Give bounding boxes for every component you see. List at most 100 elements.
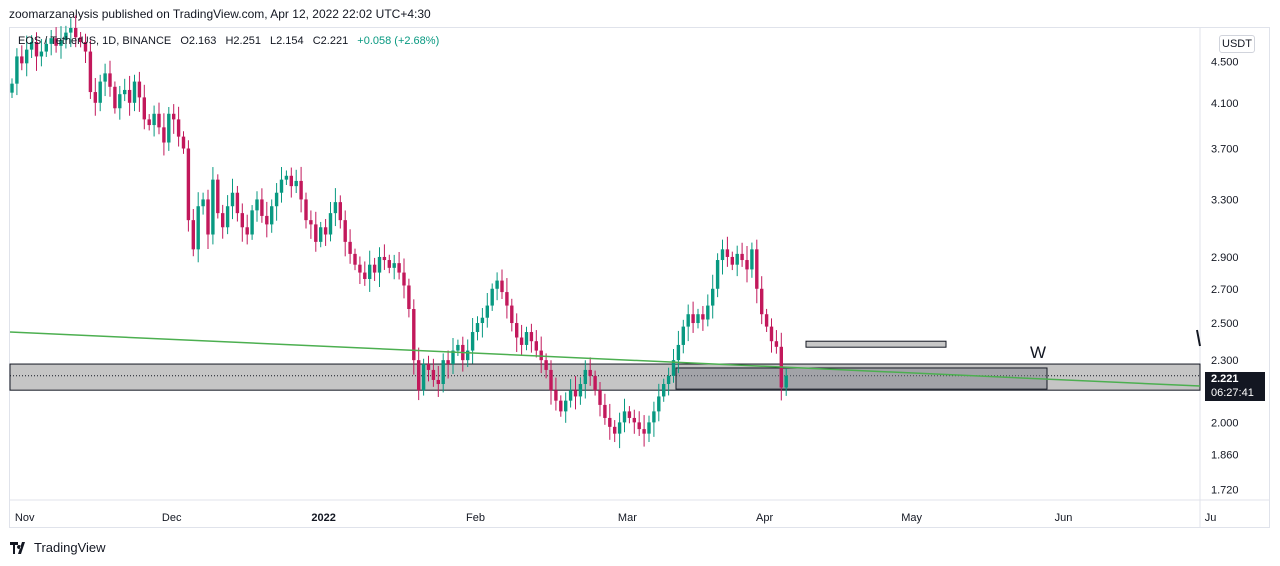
candle-body — [299, 180, 303, 200]
candle-body — [426, 364, 431, 370]
symbol-legend: EOS / TetherUS, 1D, BINANCE O2.163 H2.25… — [18, 35, 439, 47]
candle-body — [647, 422, 651, 434]
published-header: zoomarzanalysis published on TradingView… — [9, 7, 431, 21]
candle-body — [485, 305, 489, 318]
candle-body — [466, 350, 470, 361]
candle-body — [554, 390, 558, 401]
candle-body — [54, 38, 58, 46]
candle-body — [333, 202, 338, 214]
candle-body — [495, 280, 499, 289]
candle-body — [417, 360, 421, 391]
candle-body — [662, 384, 666, 397]
candle-body — [78, 37, 83, 42]
candle-body — [191, 220, 195, 250]
chart-frame — [9, 27, 1270, 528]
candle-body — [132, 81, 137, 103]
candle-body — [353, 253, 357, 265]
candle-body — [515, 323, 519, 338]
last-price-badge: 2.221 06:27:41 — [1205, 372, 1265, 401]
candle-body — [397, 263, 401, 273]
candle-body — [745, 260, 749, 270]
candle-body — [162, 127, 166, 143]
candle-body — [142, 97, 146, 120]
candle-body — [392, 263, 396, 268]
x-tick-label: Jun — [1055, 512, 1073, 524]
candle-body — [372, 264, 377, 273]
candle-body — [524, 332, 529, 345]
x-tick-label: Nov — [15, 512, 35, 524]
candle-body — [309, 220, 313, 225]
currency-selector[interactable]: USDT — [1219, 35, 1255, 53]
candle-body — [88, 51, 93, 93]
x-tick-label: Dec — [162, 512, 182, 524]
annotation-w-label: W — [1030, 343, 1046, 362]
ohlc-low: L2.154 — [270, 35, 304, 47]
tradingview-footer[interactable]: TradingView — [10, 540, 106, 555]
candle-body — [696, 314, 700, 324]
x-tick-label: May — [901, 512, 922, 524]
candle-body — [270, 206, 274, 225]
candle-body — [740, 253, 744, 261]
trendline — [9, 331, 1201, 387]
candle-body — [764, 314, 769, 327]
x-tick-label: Apr — [756, 512, 773, 524]
y-tick-label: 2.900 — [1211, 252, 1239, 264]
rectangle-box-2 — [805, 340, 947, 348]
candle-body — [760, 288, 764, 315]
candle-body — [338, 202, 342, 221]
symbol-name[interactable]: EOS / TetherUS, 1D, BINANCE — [18, 35, 172, 47]
candle-body — [363, 272, 367, 279]
candle-body — [676, 344, 681, 361]
candle-body — [294, 180, 298, 187]
candle-body — [59, 40, 63, 46]
candle-body — [64, 32, 68, 41]
candle-body — [573, 390, 578, 397]
candle-body — [613, 426, 617, 434]
y-tick-label: 4.500 — [1211, 56, 1239, 68]
last-price-value: 2.221 — [1211, 373, 1239, 385]
candle-body — [735, 253, 739, 265]
candle-body — [137, 81, 142, 98]
candle-body — [176, 119, 181, 137]
candle-body — [544, 360, 548, 370]
y-tick-label: 3.300 — [1211, 194, 1239, 206]
candle-body — [436, 379, 440, 385]
x-tick-label: Feb — [466, 512, 485, 524]
candle-body — [221, 213, 225, 228]
candle-body — [671, 360, 676, 376]
candle-body — [681, 326, 685, 345]
candle-body — [108, 73, 112, 87]
drawing-fragment — [1196, 329, 1201, 347]
candle-body — [196, 206, 200, 250]
ohlc-open: O2.163 — [180, 35, 217, 47]
candle-body — [245, 227, 249, 235]
candle-body — [69, 28, 73, 33]
x-tick-label: Mar — [618, 512, 637, 524]
candle-body — [368, 264, 372, 279]
candle-body — [39, 51, 44, 57]
candle-body — [637, 422, 641, 430]
candle-body — [421, 364, 426, 391]
candle-body — [564, 400, 568, 412]
y-tick-label: 2.000 — [1211, 417, 1239, 429]
candle-body — [260, 199, 264, 216]
candle-body — [216, 179, 220, 214]
candle-body — [588, 369, 592, 376]
candle-body — [578, 384, 583, 397]
candle-body — [29, 41, 34, 50]
candle-body — [549, 369, 553, 391]
candle-body — [539, 350, 543, 361]
candle-body — [402, 272, 406, 286]
candle-body — [608, 417, 612, 427]
candle-body — [441, 360, 445, 385]
candle-body — [211, 179, 215, 235]
candle-body — [328, 213, 333, 235]
candle-body — [725, 249, 730, 257]
candle-body — [603, 404, 607, 418]
candle-body — [470, 332, 475, 351]
candle-body — [103, 73, 107, 82]
candle-body — [774, 341, 779, 347]
candle-body — [20, 56, 24, 64]
candle-body — [490, 288, 494, 306]
